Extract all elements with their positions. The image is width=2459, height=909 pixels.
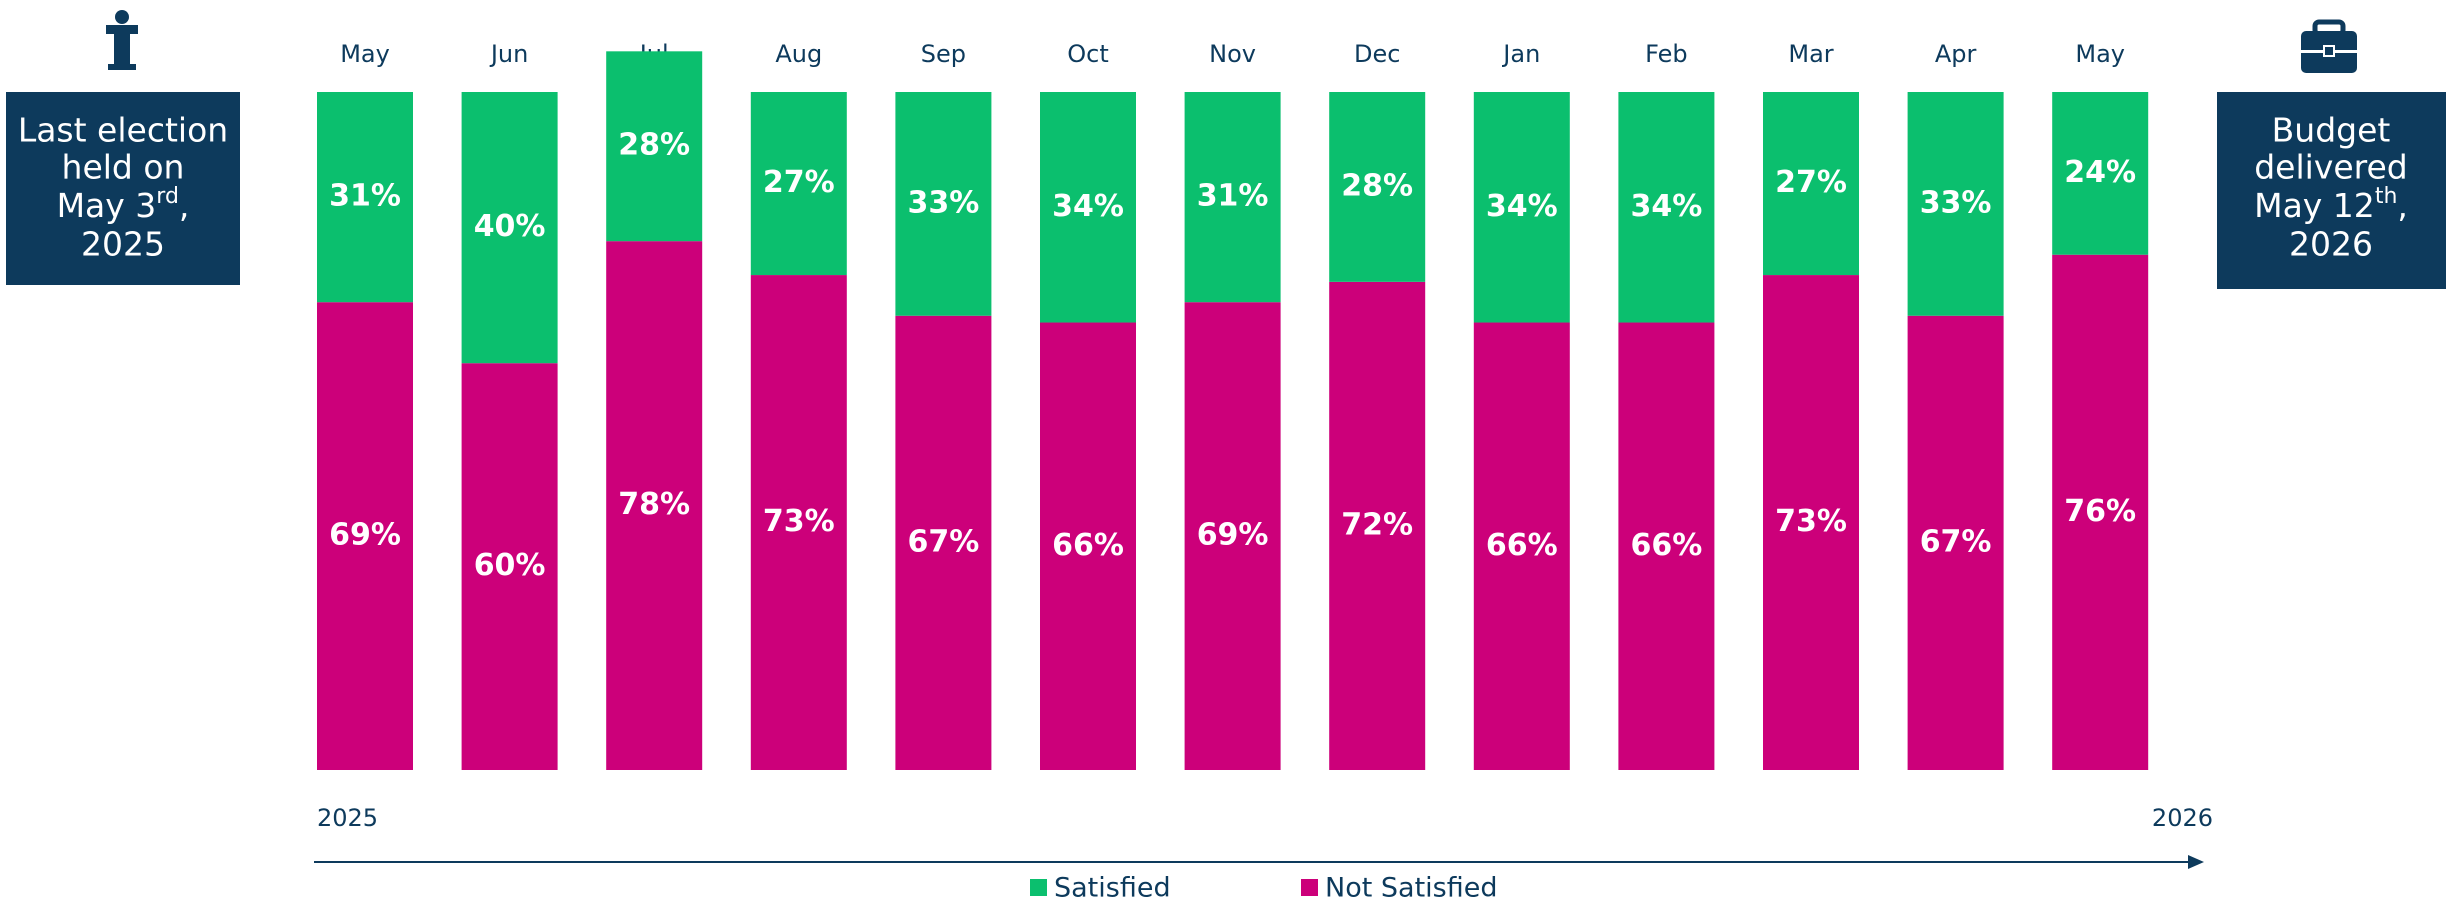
bar-segment (317, 302, 413, 770)
data-label: 31% (1197, 179, 1269, 214)
bar-segment (2052, 92, 2149, 255)
bar-segment (1763, 275, 1859, 770)
bar-segment (606, 241, 703, 770)
bar-segment (461, 363, 558, 770)
data-label: 34% (1052, 189, 1124, 224)
x-tick-label: Oct (1067, 40, 1109, 68)
bar-segment (1473, 322, 1570, 770)
timeline-start: 2025 (317, 804, 378, 832)
bar-segment (1329, 92, 1426, 282)
bar-segment (1040, 92, 1136, 323)
right-note-box (2217, 92, 2446, 289)
data-label: 73% (1775, 504, 1847, 539)
data-label: 67% (1920, 524, 1992, 559)
data-label: 34% (1630, 189, 1702, 224)
legend-label: Satisfied (1054, 873, 1171, 904)
right-note-line: delivered (2254, 148, 2408, 187)
legend-swatch (1301, 879, 1318, 896)
bar-segment (895, 315, 992, 770)
data-label: 72% (1341, 507, 1413, 542)
data-label: 24% (2064, 155, 2136, 190)
bar-segment (750, 275, 847, 770)
x-tick-label: Mar (1788, 40, 1833, 68)
data-label: 34% (1486, 189, 1558, 224)
data-label: 67% (907, 524, 979, 559)
data-label: 69% (1197, 518, 1269, 553)
x-tick-label: Dec (1354, 40, 1400, 68)
data-label: 33% (1920, 185, 1992, 220)
data-label: 28% (1341, 168, 1413, 203)
data-label: 66% (1486, 528, 1558, 563)
bar-segment (1618, 92, 1715, 323)
bar-segment (461, 92, 558, 364)
bar-segment (1040, 322, 1136, 770)
bar-segment (1473, 92, 1570, 323)
bar-segment (1618, 322, 1715, 770)
bar-segment (1763, 92, 1859, 276)
bar-segment (606, 51, 703, 242)
data-label: 66% (1052, 528, 1124, 563)
x-tick-label: Sep (921, 40, 966, 68)
timeline-arrowhead (2188, 855, 2204, 869)
bar-segment (1907, 92, 2004, 316)
bar-segment (1184, 92, 1281, 303)
legend-swatch (1030, 879, 1047, 896)
x-tick-label: May (2075, 40, 2125, 68)
data-label: 33% (907, 185, 979, 220)
timeline-end: 2026 (2152, 804, 2213, 832)
data-label: 78% (618, 487, 690, 522)
bar-segment (750, 92, 847, 276)
right-note-year: 2026 (2289, 225, 2373, 264)
x-tick-label: Jun (489, 40, 529, 68)
bar-segment (2052, 254, 2149, 771)
left-note-year: 2025 (81, 225, 165, 264)
x-tick-label: Feb (1645, 40, 1688, 68)
right-note-date: May 12th, (2254, 184, 2408, 225)
briefcase-icon (2301, 19, 2357, 73)
right-note-line: Budget (2272, 111, 2391, 150)
left-note-date: May 3rd, (57, 184, 190, 225)
legend-label: Not Satisfied (1325, 873, 1497, 904)
data-label: 27% (763, 165, 835, 200)
data-label: 69% (329, 518, 401, 553)
left-note-box (6, 92, 240, 285)
data-label: 66% (1630, 528, 1702, 563)
left-note-line: Last election (18, 111, 228, 150)
bar-segment (1184, 302, 1281, 770)
data-label: 28% (618, 128, 690, 163)
x-tick-label: Aug (775, 40, 822, 68)
bar-segment (317, 92, 413, 303)
bar-segment (1907, 315, 2004, 770)
data-label: 60% (474, 548, 546, 583)
x-tick-label: May (340, 40, 390, 68)
data-label: 73% (763, 504, 835, 539)
data-label: 76% (2064, 494, 2136, 529)
data-label: 31% (329, 179, 401, 214)
x-tick-label: Jan (1501, 40, 1540, 68)
x-tick-label: Nov (1209, 40, 1256, 68)
left-note-line: held on (62, 148, 185, 187)
bar-segment (895, 92, 992, 316)
podium-icon (106, 10, 138, 70)
data-label: 27% (1775, 165, 1847, 200)
bar-segment (1329, 281, 1426, 770)
data-label: 40% (474, 209, 546, 244)
x-tick-label: Apr (1935, 40, 1977, 68)
